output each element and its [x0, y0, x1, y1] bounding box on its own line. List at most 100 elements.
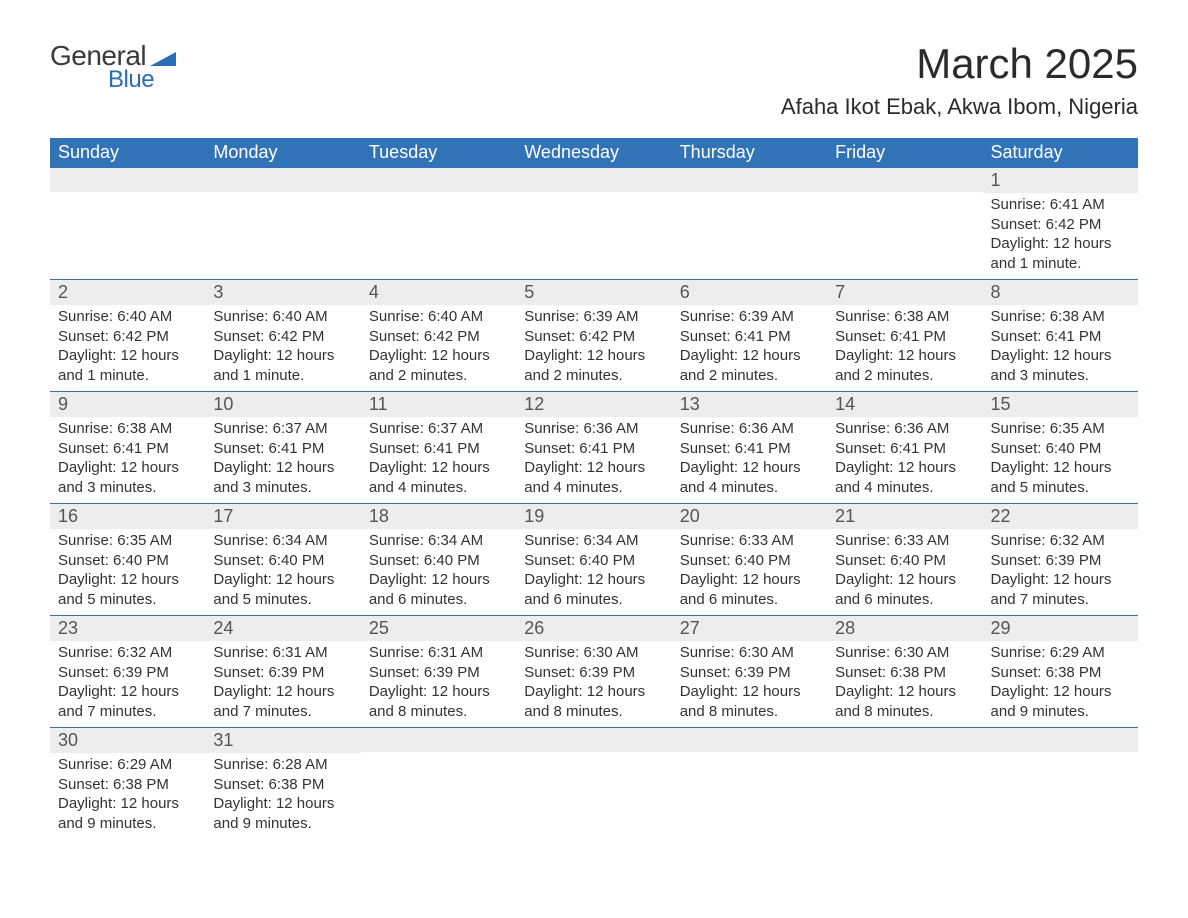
calendar-cell: 21Sunrise: 6:33 AMSunset: 6:40 PMDayligh… [827, 504, 982, 616]
sunset-text: Sunset: 6:39 PM [680, 663, 819, 683]
sunset-text: Sunset: 6:39 PM [58, 663, 197, 683]
sunrise-text: Sunrise: 6:35 AM [991, 419, 1130, 439]
day-number: 14 [827, 392, 982, 417]
sunset-text: Sunset: 6:42 PM [369, 327, 508, 347]
calendar-cell: 3Sunrise: 6:40 AMSunset: 6:42 PMDaylight… [205, 280, 360, 392]
daylight-text: Daylight: 12 hours and 7 minutes. [991, 570, 1130, 609]
sunrise-text: Sunrise: 6:41 AM [991, 195, 1130, 215]
sunrise-text: Sunrise: 6:30 AM [524, 643, 663, 663]
calendar-week-row: 9Sunrise: 6:38 AMSunset: 6:41 PMDaylight… [50, 392, 1138, 504]
day-data: Sunrise: 6:40 AMSunset: 6:42 PMDaylight:… [50, 305, 205, 391]
day-number: 8 [983, 280, 1138, 305]
calendar-cell: 9Sunrise: 6:38 AMSunset: 6:41 PMDaylight… [50, 392, 205, 504]
sunset-text: Sunset: 6:40 PM [835, 551, 974, 571]
empty-day-number [827, 728, 982, 752]
sunset-text: Sunset: 6:39 PM [213, 663, 352, 683]
sunrise-text: Sunrise: 6:34 AM [524, 531, 663, 551]
daylight-text: Daylight: 12 hours and 2 minutes. [835, 346, 974, 385]
calendar-cell: 31Sunrise: 6:28 AMSunset: 6:38 PMDayligh… [205, 728, 360, 840]
daylight-text: Daylight: 12 hours and 5 minutes. [991, 458, 1130, 497]
sunset-text: Sunset: 6:41 PM [835, 327, 974, 347]
daylight-text: Daylight: 12 hours and 4 minutes. [524, 458, 663, 497]
daylight-text: Daylight: 12 hours and 6 minutes. [835, 570, 974, 609]
day-header: Tuesday [361, 138, 516, 168]
daylight-text: Daylight: 12 hours and 5 minutes. [213, 570, 352, 609]
daylight-text: Daylight: 12 hours and 6 minutes. [680, 570, 819, 609]
sunrise-text: Sunrise: 6:32 AM [991, 531, 1130, 551]
sunset-text: Sunset: 6:39 PM [369, 663, 508, 683]
sunset-text: Sunset: 6:40 PM [991, 439, 1130, 459]
daylight-text: Daylight: 12 hours and 5 minutes. [58, 570, 197, 609]
empty-day-data [516, 192, 671, 270]
calendar-cell: 13Sunrise: 6:36 AMSunset: 6:41 PMDayligh… [672, 392, 827, 504]
calendar-week-row: 2Sunrise: 6:40 AMSunset: 6:42 PMDaylight… [50, 280, 1138, 392]
sunrise-text: Sunrise: 6:36 AM [835, 419, 974, 439]
empty-day-number [672, 168, 827, 192]
calendar-cell [983, 728, 1138, 840]
calendar-cell: 1Sunrise: 6:41 AMSunset: 6:42 PMDaylight… [983, 168, 1138, 280]
calendar-cell: 17Sunrise: 6:34 AMSunset: 6:40 PMDayligh… [205, 504, 360, 616]
sunrise-text: Sunrise: 6:31 AM [369, 643, 508, 663]
day-number: 19 [516, 504, 671, 529]
day-header: Friday [827, 138, 982, 168]
day-number: 5 [516, 280, 671, 305]
sunrise-text: Sunrise: 6:30 AM [680, 643, 819, 663]
empty-day-data [672, 752, 827, 830]
daylight-text: Daylight: 12 hours and 7 minutes. [58, 682, 197, 721]
day-header: Thursday [672, 138, 827, 168]
sunset-text: Sunset: 6:41 PM [991, 327, 1130, 347]
day-data: Sunrise: 6:31 AMSunset: 6:39 PMDaylight:… [205, 641, 360, 727]
daylight-text: Daylight: 12 hours and 4 minutes. [680, 458, 819, 497]
day-data: Sunrise: 6:39 AMSunset: 6:42 PMDaylight:… [516, 305, 671, 391]
sunrise-text: Sunrise: 6:28 AM [213, 755, 352, 775]
day-data: Sunrise: 6:38 AMSunset: 6:41 PMDaylight:… [50, 417, 205, 503]
daylight-text: Daylight: 12 hours and 4 minutes. [369, 458, 508, 497]
calendar-table: Sunday Monday Tuesday Wednesday Thursday… [50, 138, 1138, 839]
sunset-text: Sunset: 6:41 PM [680, 439, 819, 459]
day-number: 15 [983, 392, 1138, 417]
calendar-cell: 30Sunrise: 6:29 AMSunset: 6:38 PMDayligh… [50, 728, 205, 840]
sunrise-text: Sunrise: 6:39 AM [524, 307, 663, 327]
calendar-cell: 6Sunrise: 6:39 AMSunset: 6:41 PMDaylight… [672, 280, 827, 392]
calendar-week-row: 16Sunrise: 6:35 AMSunset: 6:40 PMDayligh… [50, 504, 1138, 616]
empty-day-data [50, 192, 205, 270]
calendar-cell: 12Sunrise: 6:36 AMSunset: 6:41 PMDayligh… [516, 392, 671, 504]
calendar-cell: 11Sunrise: 6:37 AMSunset: 6:41 PMDayligh… [361, 392, 516, 504]
calendar-cell: 16Sunrise: 6:35 AMSunset: 6:40 PMDayligh… [50, 504, 205, 616]
daylight-text: Daylight: 12 hours and 8 minutes. [680, 682, 819, 721]
daylight-text: Daylight: 12 hours and 3 minutes. [991, 346, 1130, 385]
daylight-text: Daylight: 12 hours and 9 minutes. [991, 682, 1130, 721]
day-number: 22 [983, 504, 1138, 529]
day-number: 23 [50, 616, 205, 641]
day-data: Sunrise: 6:38 AMSunset: 6:41 PMDaylight:… [827, 305, 982, 391]
sunset-text: Sunset: 6:40 PM [58, 551, 197, 571]
day-data: Sunrise: 6:29 AMSunset: 6:38 PMDaylight:… [983, 641, 1138, 727]
location-subtitle: Afaha Ikot Ebak, Akwa Ibom, Nigeria [781, 94, 1138, 120]
day-number: 30 [50, 728, 205, 753]
sunrise-text: Sunrise: 6:33 AM [835, 531, 974, 551]
sunset-text: Sunset: 6:38 PM [991, 663, 1130, 683]
daylight-text: Daylight: 12 hours and 4 minutes. [835, 458, 974, 497]
day-data: Sunrise: 6:30 AMSunset: 6:38 PMDaylight:… [827, 641, 982, 727]
daylight-text: Daylight: 12 hours and 2 minutes. [369, 346, 508, 385]
daylight-text: Daylight: 12 hours and 7 minutes. [213, 682, 352, 721]
sunrise-text: Sunrise: 6:36 AM [680, 419, 819, 439]
daylight-text: Daylight: 12 hours and 9 minutes. [58, 794, 197, 833]
day-data: Sunrise: 6:40 AMSunset: 6:42 PMDaylight:… [205, 305, 360, 391]
empty-day-number [983, 728, 1138, 752]
empty-day-data [516, 752, 671, 830]
calendar-cell: 7Sunrise: 6:38 AMSunset: 6:41 PMDaylight… [827, 280, 982, 392]
empty-day-number [672, 728, 827, 752]
day-data: Sunrise: 6:28 AMSunset: 6:38 PMDaylight:… [205, 753, 360, 839]
empty-day-number [516, 168, 671, 192]
day-data: Sunrise: 6:32 AMSunset: 6:39 PMDaylight:… [983, 529, 1138, 615]
sunrise-text: Sunrise: 6:33 AM [680, 531, 819, 551]
sunset-text: Sunset: 6:41 PM [369, 439, 508, 459]
calendar-week-row: 1Sunrise: 6:41 AMSunset: 6:42 PMDaylight… [50, 168, 1138, 280]
sunrise-text: Sunrise: 6:34 AM [369, 531, 508, 551]
calendar-cell: 5Sunrise: 6:39 AMSunset: 6:42 PMDaylight… [516, 280, 671, 392]
day-number: 10 [205, 392, 360, 417]
empty-day-data [205, 192, 360, 270]
sunrise-text: Sunrise: 6:30 AM [835, 643, 974, 663]
sunrise-text: Sunrise: 6:36 AM [524, 419, 663, 439]
